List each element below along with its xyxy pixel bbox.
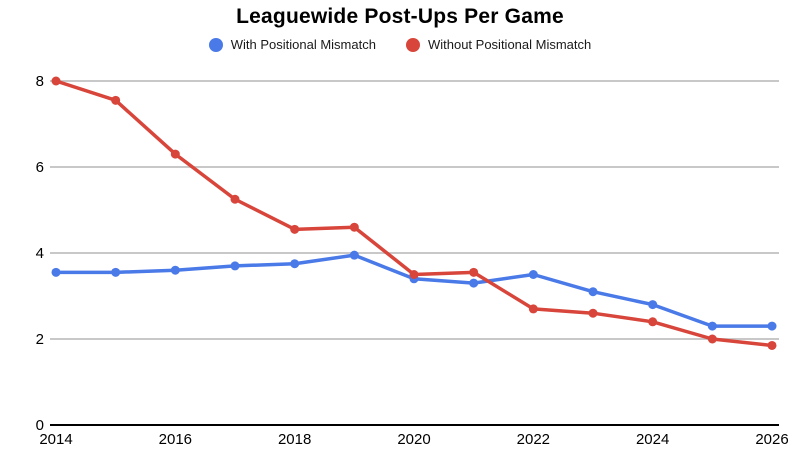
data-point-series0-2024[interactable] xyxy=(648,300,658,310)
data-point-series1-2015[interactable] xyxy=(111,95,121,105)
data-point-series0-2017[interactable] xyxy=(230,261,240,271)
data-point-series1-2016[interactable] xyxy=(170,149,180,159)
data-point-series1-2021[interactable] xyxy=(469,267,479,277)
x-tick-label-2020: 2020 xyxy=(397,431,430,448)
data-point-series1-2018[interactable] xyxy=(290,224,300,234)
data-point-series1-2026[interactable] xyxy=(767,340,777,350)
data-point-series1-2025[interactable] xyxy=(707,334,717,344)
y-tick-label-8: 8 xyxy=(36,73,44,90)
data-point-series0-2015[interactable] xyxy=(111,267,121,277)
data-point-series0-2026[interactable] xyxy=(767,321,777,331)
x-tick-label-2022: 2022 xyxy=(517,431,550,448)
legend: With Positional Mismatch Without Positio… xyxy=(0,37,800,52)
data-point-series0-2014[interactable] xyxy=(51,267,61,277)
data-point-series0-2023[interactable] xyxy=(588,287,598,297)
data-point-series0-2021[interactable] xyxy=(469,278,479,288)
legend-marker-blue-circle-icon xyxy=(208,37,223,52)
y-tick-label-6: 6 xyxy=(36,159,44,176)
data-point-series0-2019[interactable] xyxy=(349,250,359,260)
data-point-series1-2023[interactable] xyxy=(588,308,598,318)
series-line-1 xyxy=(54,79,774,348)
y-tick-label-4: 4 xyxy=(36,245,44,262)
data-point-series0-2018[interactable] xyxy=(290,259,300,269)
data-point-series1-2019[interactable] xyxy=(349,222,359,232)
y-tick-label-0: 0 xyxy=(36,417,44,434)
data-point-series1-2024[interactable] xyxy=(648,317,658,327)
x-tick-label-2016: 2016 xyxy=(159,431,192,448)
x-tick-label-2026: 2026 xyxy=(755,431,788,448)
data-point-series0-2016[interactable] xyxy=(170,265,180,275)
legend-label-with-positional-mismatch: With Positional Mismatch xyxy=(230,37,376,52)
x-tick-label-2024: 2024 xyxy=(636,431,669,448)
legend-item-without-positional-mismatch[interactable]: Without Positional Mismatch xyxy=(405,37,592,52)
data-point-series1-2020[interactable] xyxy=(409,270,419,279)
legend-label-without-positional-mismatch: Without Positional Mismatch xyxy=(427,37,592,52)
data-point-series1-2017[interactable] xyxy=(230,194,240,204)
data-point-series1-2022[interactable] xyxy=(528,304,538,314)
series-line-0 xyxy=(54,253,774,328)
x-tick-label-2018: 2018 xyxy=(278,431,311,448)
y-tick-label-2: 2 xyxy=(36,331,44,348)
legend-item-with-positional-mismatch[interactable]: With Positional Mismatch xyxy=(208,37,376,52)
chart-title: Leaguewide Post-Ups Per Game xyxy=(236,5,564,28)
x-tick-label-2014: 2014 xyxy=(39,431,72,448)
legend-marker-red-circle-icon xyxy=(405,37,420,52)
data-point-series0-2022[interactable] xyxy=(528,270,538,279)
data-point-series0-2025[interactable] xyxy=(707,321,717,331)
data-point-series1-2014[interactable] xyxy=(51,76,61,86)
